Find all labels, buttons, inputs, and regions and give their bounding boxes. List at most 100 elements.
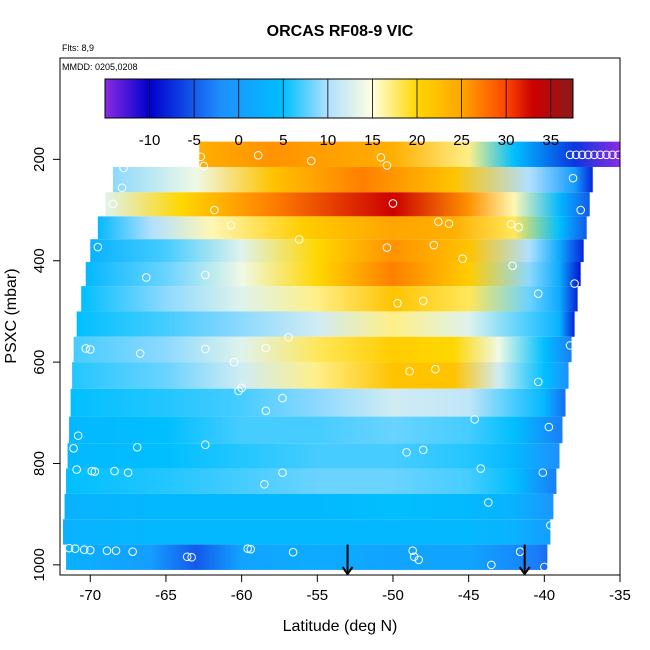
colorbar-tick-label: 35 (542, 132, 559, 149)
data-point (110, 466, 119, 476)
data-point (429, 240, 439, 250)
colorbar-tick-label: 0 (235, 132, 243, 149)
data-point (570, 279, 579, 288)
data-point (576, 205, 585, 215)
data-point (226, 220, 236, 230)
chart-title: ORCAS RF08-9 VIC (267, 23, 414, 40)
data-point (306, 156, 316, 166)
data-point (102, 546, 112, 555)
data-band (105, 192, 590, 217)
data-point (253, 151, 263, 160)
colorbar-tick-label: -5 (187, 132, 200, 149)
data-point (69, 443, 78, 453)
data-point (229, 357, 239, 367)
data-point (538, 468, 548, 477)
data-point (108, 199, 118, 209)
data-point (382, 161, 392, 170)
data-point (376, 153, 386, 162)
data-point (123, 468, 133, 477)
data-point (533, 289, 543, 298)
data-point (577, 150, 587, 160)
y-tick-label: 600 (31, 350, 48, 375)
data-point (182, 552, 192, 562)
data-points (64, 150, 620, 572)
arrow-head (518, 566, 531, 576)
data-point (79, 545, 89, 554)
x-tick-label: -70 (79, 587, 101, 604)
data-point (565, 341, 575, 350)
data-point (568, 173, 578, 183)
data-point (476, 464, 486, 473)
data-point (128, 547, 137, 556)
data-band (72, 362, 569, 389)
y-tick-label: 200 (31, 147, 48, 172)
x-axis-label: Latitude (deg N) (283, 618, 398, 635)
data-point (117, 183, 127, 193)
data-band (64, 493, 554, 520)
y-axis: 200 400 600 800 1000 (31, 147, 60, 582)
data-point (470, 415, 480, 424)
data-band (73, 336, 572, 363)
data-point (81, 344, 91, 353)
data-point (93, 242, 103, 252)
data-point (119, 163, 128, 173)
data-point (533, 377, 543, 387)
colorbar-tick-label: 10 (320, 132, 337, 149)
data-point (487, 560, 496, 570)
data-point (85, 345, 95, 354)
data-bands (63, 141, 620, 570)
data-point (200, 440, 210, 450)
data-point (200, 344, 210, 354)
data-band (76, 311, 575, 337)
data-point (405, 366, 414, 376)
data-point (506, 219, 516, 229)
data-point (565, 150, 575, 160)
dates-note: MMDD: 0205,0208 (62, 62, 138, 72)
x-tick-label: -65 (155, 587, 177, 604)
data-band (66, 544, 548, 570)
data-point (64, 543, 74, 553)
data-point (583, 150, 593, 160)
colorbar-tick-label: 15 (364, 132, 381, 149)
data-point (540, 562, 549, 572)
arrow-head (341, 566, 354, 576)
data-point (87, 466, 97, 476)
colorbar-tick-label: -10 (139, 132, 161, 149)
data-band (69, 416, 563, 444)
y-axis-label: PSXC (mbar) (3, 268, 20, 363)
data-point (199, 161, 209, 171)
data-point (409, 552, 419, 562)
data-band (199, 141, 620, 167)
data-point (514, 222, 523, 232)
data-point (90, 467, 100, 476)
data-point (70, 544, 80, 553)
x-tick-label: -45 (458, 587, 480, 604)
y-tick-label: 1000 (31, 548, 48, 581)
data-point (544, 422, 554, 432)
colorbar-gradient (104, 78, 574, 119)
data-point (278, 468, 287, 477)
data-point (408, 546, 417, 555)
data-band (81, 286, 578, 312)
data-point (393, 299, 402, 308)
data-point (418, 296, 428, 306)
colorbar-tick-label: 5 (279, 132, 287, 149)
colorbar: -10 -5 0 5 10 15 20 25 30 35 (104, 78, 574, 149)
colorbar-tick-label: 25 (453, 132, 470, 149)
data-band (63, 519, 551, 545)
data-point (260, 479, 269, 489)
data-point (284, 332, 293, 342)
colorbar-tick-label: 30 (498, 132, 515, 149)
data-point (444, 219, 454, 229)
data-point (402, 448, 411, 457)
data-point (388, 199, 398, 208)
data-band (70, 388, 566, 417)
data-point (614, 150, 620, 160)
colorbar-tick-label: 20 (409, 132, 426, 149)
data-point (414, 555, 424, 565)
x-tick-label: -40 (533, 587, 555, 604)
data-band (67, 443, 560, 469)
data-point (589, 150, 599, 160)
data-point (246, 544, 256, 554)
